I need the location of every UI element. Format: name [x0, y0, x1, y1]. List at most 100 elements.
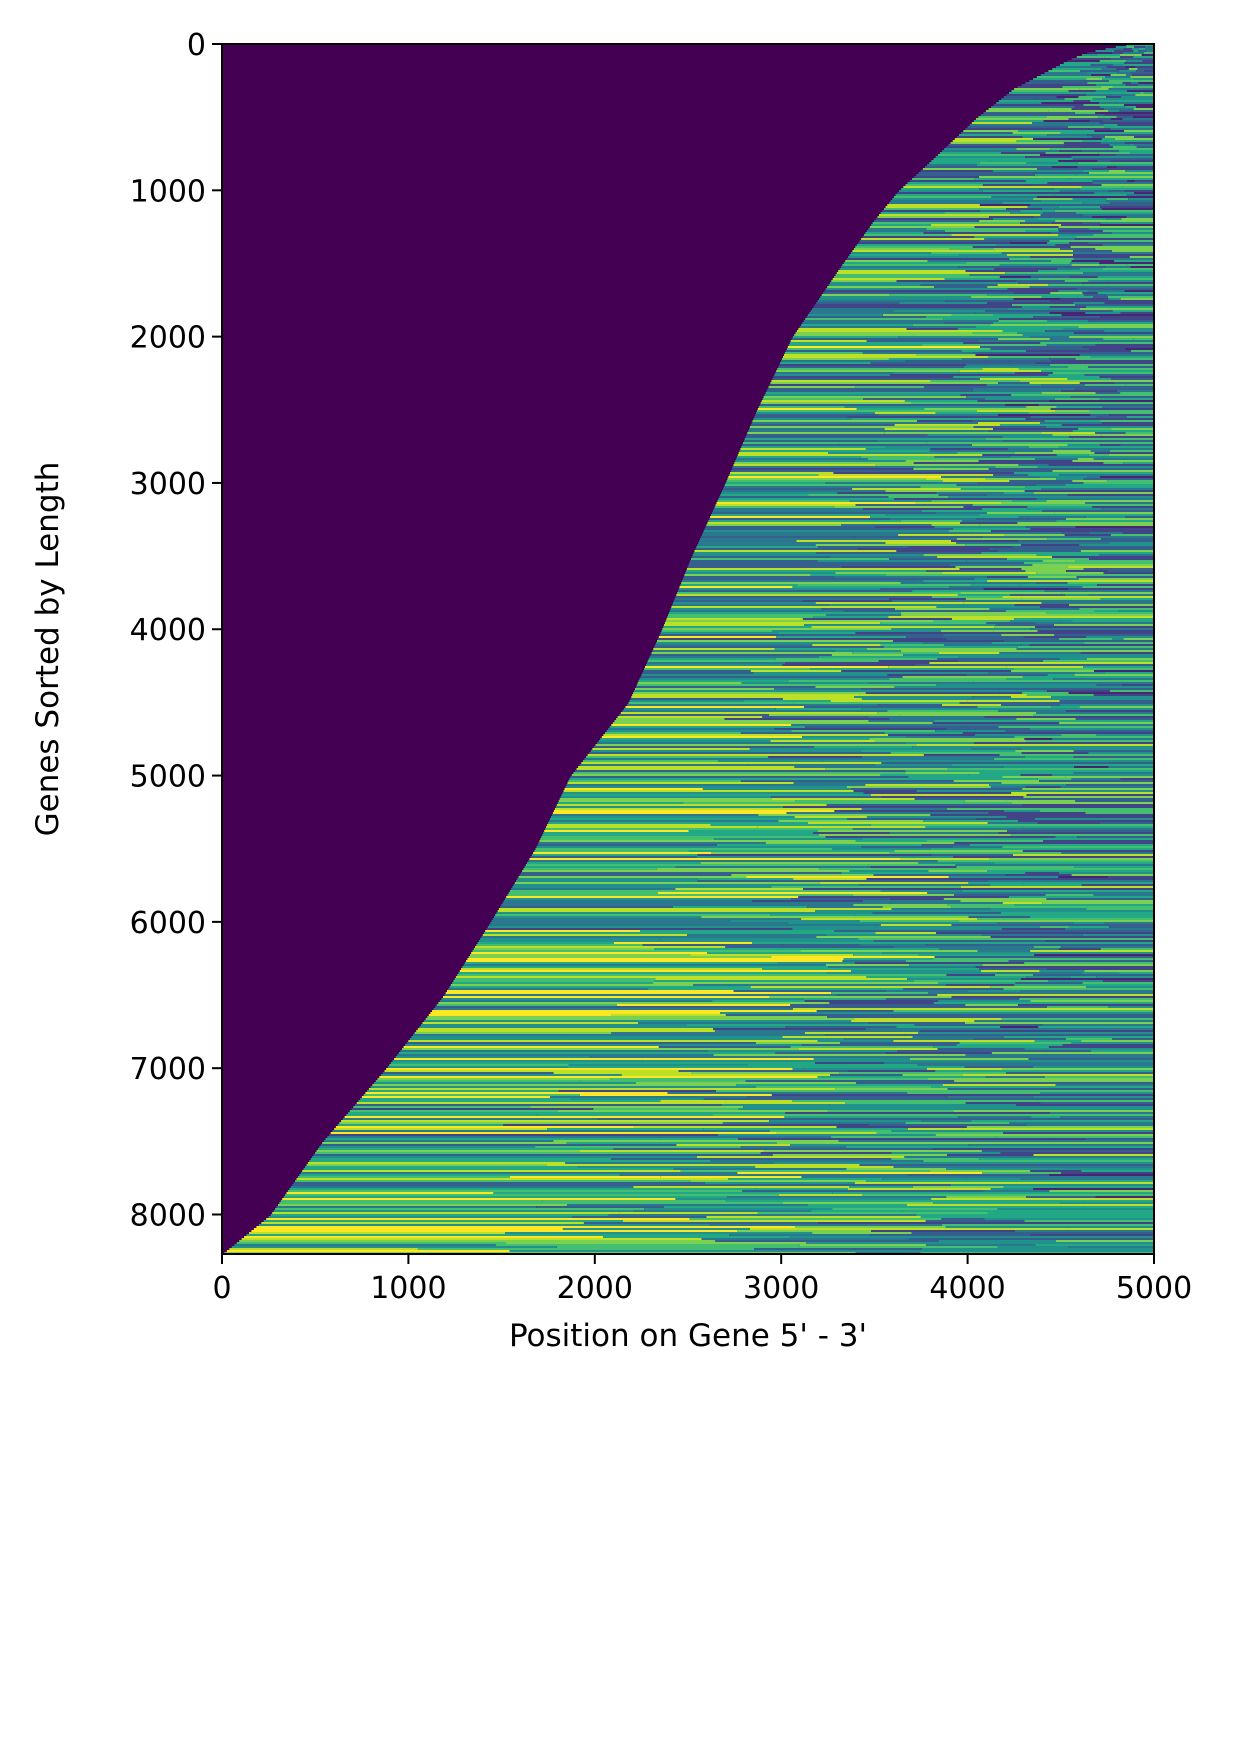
heatmap-cell: [1049, 306, 1086, 308]
heatmap-cell: [900, 612, 1047, 614]
heatmap-cell: [725, 946, 894, 948]
heatmap-cell: [966, 1178, 1022, 1180]
heatmap-cell: [1109, 144, 1129, 146]
heatmap-cell: [1108, 360, 1154, 362]
heatmap-cell: [1077, 836, 1154, 838]
heatmap-cell: [793, 702, 960, 704]
heatmap-cell: [1109, 926, 1154, 928]
heatmap-cell: [795, 332, 973, 334]
heatmap-cell: [1025, 220, 1055, 222]
heatmap-cell: [1110, 94, 1136, 96]
heatmap-cell: [1077, 114, 1105, 116]
heatmap-cell: [957, 660, 1043, 662]
heatmap-cell: [430, 1012, 721, 1014]
heatmap-cell: [871, 224, 931, 226]
heatmap-cell: [570, 1098, 704, 1100]
heatmap-cell: [1014, 904, 1154, 906]
heatmap-cell: [1009, 360, 1052, 362]
heatmap-cell: [374, 1082, 636, 1084]
heatmap-cell: [902, 676, 1023, 678]
heatmap-cell: [957, 328, 1064, 330]
heatmap-cell: [1058, 230, 1103, 232]
heatmap-cell: [979, 210, 1021, 212]
heatmap-cell: [988, 880, 1154, 882]
heatmap-cell: [661, 630, 773, 632]
heatmap-cell: [1133, 116, 1154, 118]
heatmap-cell: [1063, 154, 1100, 156]
heatmap-cell: [916, 744, 1154, 746]
heatmap-cell: [416, 1030, 715, 1032]
heatmap-cell: [519, 874, 732, 876]
heatmap-cell: [1125, 170, 1154, 172]
heatmap-cell: [956, 484, 1036, 486]
heatmap-cell: [502, 902, 891, 904]
heatmap-cell: [721, 492, 838, 494]
heatmap-cell: [258, 1224, 710, 1226]
heatmap-cell: [322, 1142, 567, 1144]
heatmap-cell: [983, 112, 1075, 114]
heatmap-cell: [831, 1136, 997, 1138]
heatmap-cell: [984, 238, 1075, 240]
heatmap-cell: [1100, 420, 1154, 422]
heatmap-cell: [290, 1186, 634, 1188]
heatmap-cell: [1000, 1026, 1039, 1028]
heatmap-cell: [1003, 766, 1075, 768]
heatmap-cell: [1114, 138, 1154, 140]
heatmap-cell: [810, 310, 894, 312]
heatmap-cell: [638, 680, 789, 682]
heatmap-cell: [1125, 432, 1154, 434]
heatmap-cell: [454, 978, 656, 980]
heatmap-cell: [691, 1072, 840, 1074]
heatmap-cell: [1101, 434, 1154, 436]
heatmap-cell: [1059, 474, 1154, 476]
heatmap-cell: [1059, 190, 1109, 192]
heatmap-cell: [937, 1048, 1025, 1050]
heatmap-cell: [1016, 1104, 1154, 1106]
heatmap-cell: [1005, 730, 1154, 732]
heatmap-cell: [728, 1178, 883, 1180]
heatmap-cell: [891, 1152, 1001, 1154]
heatmap-cell: [896, 1050, 1047, 1052]
heatmap-cell: [714, 506, 835, 508]
heatmap-cell: [1124, 290, 1154, 292]
heatmap-cell: [476, 944, 643, 946]
heatmap-cell: [253, 1228, 563, 1230]
heatmap-cell: [1022, 676, 1082, 678]
heatmap-cell: [913, 324, 991, 326]
heatmap-cell: [1003, 1132, 1154, 1134]
heatmap-cell: [866, 340, 979, 342]
heatmap-cell: [1040, 214, 1083, 216]
heatmap-cell: [885, 446, 1029, 448]
heatmap-cell: [838, 1006, 1018, 1008]
heatmap-cell: [868, 864, 956, 866]
heatmap-cell: [1074, 766, 1109, 768]
heatmap-cell: [663, 626, 812, 628]
heatmap-cell: [553, 1140, 839, 1142]
heatmap-cell: [1055, 836, 1078, 838]
heatmap-cell: [1108, 454, 1154, 456]
heatmap-cell: [1064, 928, 1154, 930]
heatmap-cell: [1046, 344, 1096, 346]
heatmap-cell: [860, 456, 935, 458]
heatmap-cell: [841, 670, 1011, 672]
heatmap-cell: [1116, 390, 1154, 392]
heatmap-cell: [960, 592, 1062, 594]
heatmap-cell: [575, 770, 698, 772]
heatmap-cell: [739, 450, 930, 452]
heatmap-cell: [445, 992, 832, 994]
heatmap-cell: [878, 704, 942, 706]
heatmap-cell: [777, 962, 855, 964]
heatmap-cell: [461, 968, 762, 970]
heatmap-cell: [704, 1098, 1154, 1100]
heatmap-cell: [942, 704, 1002, 706]
heatmap-cell: [1095, 50, 1115, 52]
heatmap-cell: [561, 794, 871, 796]
heatmap-cell: [1040, 926, 1069, 928]
heatmap-cell: [443, 996, 770, 998]
heatmap-cell: [389, 1064, 569, 1066]
heatmap-cell: [1069, 436, 1117, 438]
heatmap-cell: [686, 568, 960, 570]
heatmap-cell: [769, 1130, 892, 1132]
heatmap-cell: [1006, 558, 1090, 560]
heatmap-cell: [999, 652, 1081, 654]
